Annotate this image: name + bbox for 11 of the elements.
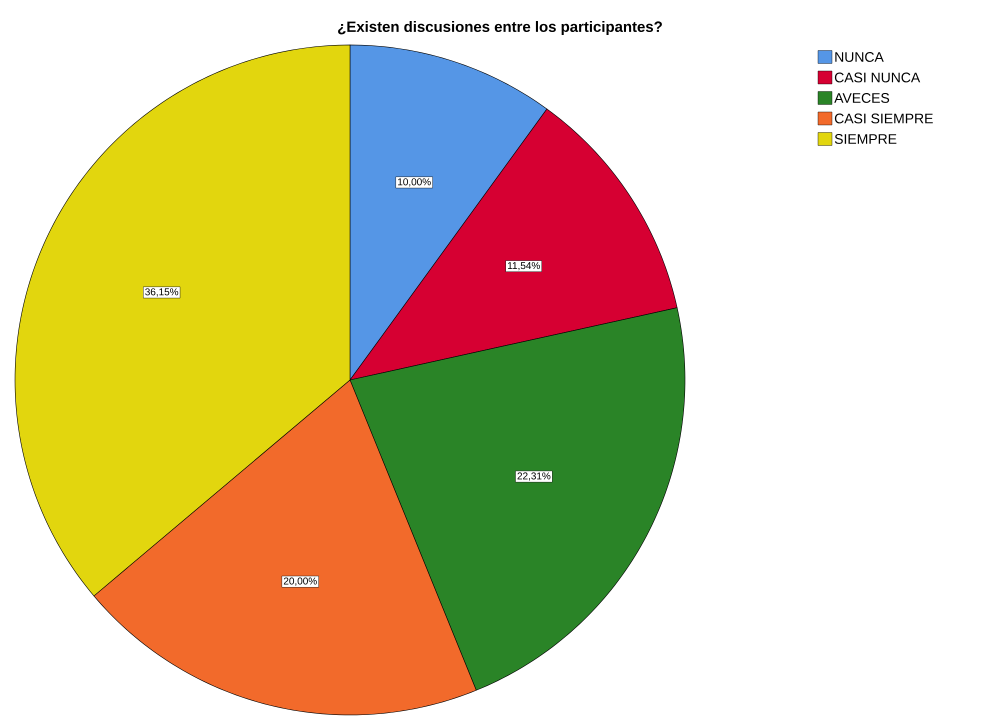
legend-label: SIEMPRE <box>834 134 896 144</box>
legend-label: CASI SIEMPRE <box>834 114 933 124</box>
legend-label: NUNCA <box>835 52 884 62</box>
data-label: 10,00% <box>398 178 431 187</box>
data-label: 22,31% <box>517 472 550 481</box>
legend-label: AVECES <box>834 93 890 103</box>
data-label: 11,54% <box>508 262 540 270</box>
chart-title: ¿Existen discusiones entre los participantes? <box>338 21 662 35</box>
data-label: 36,15% <box>145 288 178 297</box>
data-label: 20,00% <box>284 578 317 586</box>
legend-label: CASI NUNCA <box>834 72 920 82</box>
